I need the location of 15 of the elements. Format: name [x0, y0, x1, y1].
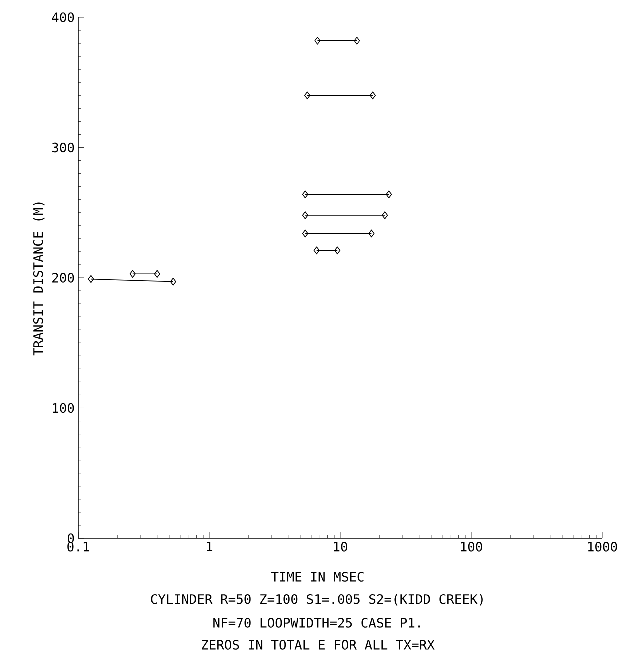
y-tick-label: 100	[53, 403, 74, 414]
x-tick-label: 0.1	[68, 542, 90, 552]
x-tick-label: 1	[207, 542, 213, 552]
y-axis-title: TRANSIT DISTANCE (M)	[33, 202, 45, 356]
x-axis-title: TIME IN MSEC	[272, 572, 364, 582]
x-tick-label: 10	[334, 542, 348, 552]
text: ZEROS IN TOTAL E FOR ALL TX=RX	[202, 640, 435, 650]
text: NF=70 LOOPWIDTH=25 CASE P1.	[214, 618, 420, 628]
y-tick-label: 200	[52, 273, 74, 283]
x-tick-label: 100	[461, 542, 482, 552]
text: CYLINDER R=50 Z=100 S1=.005 S2=(KIDD CREEK)	[151, 594, 483, 606]
y-tick-label: 400	[52, 12, 74, 22]
y-tick-label: 0	[68, 534, 74, 544]
x-tick-label: 1000	[588, 542, 618, 552]
y-tick-label: 300	[52, 142, 74, 153]
